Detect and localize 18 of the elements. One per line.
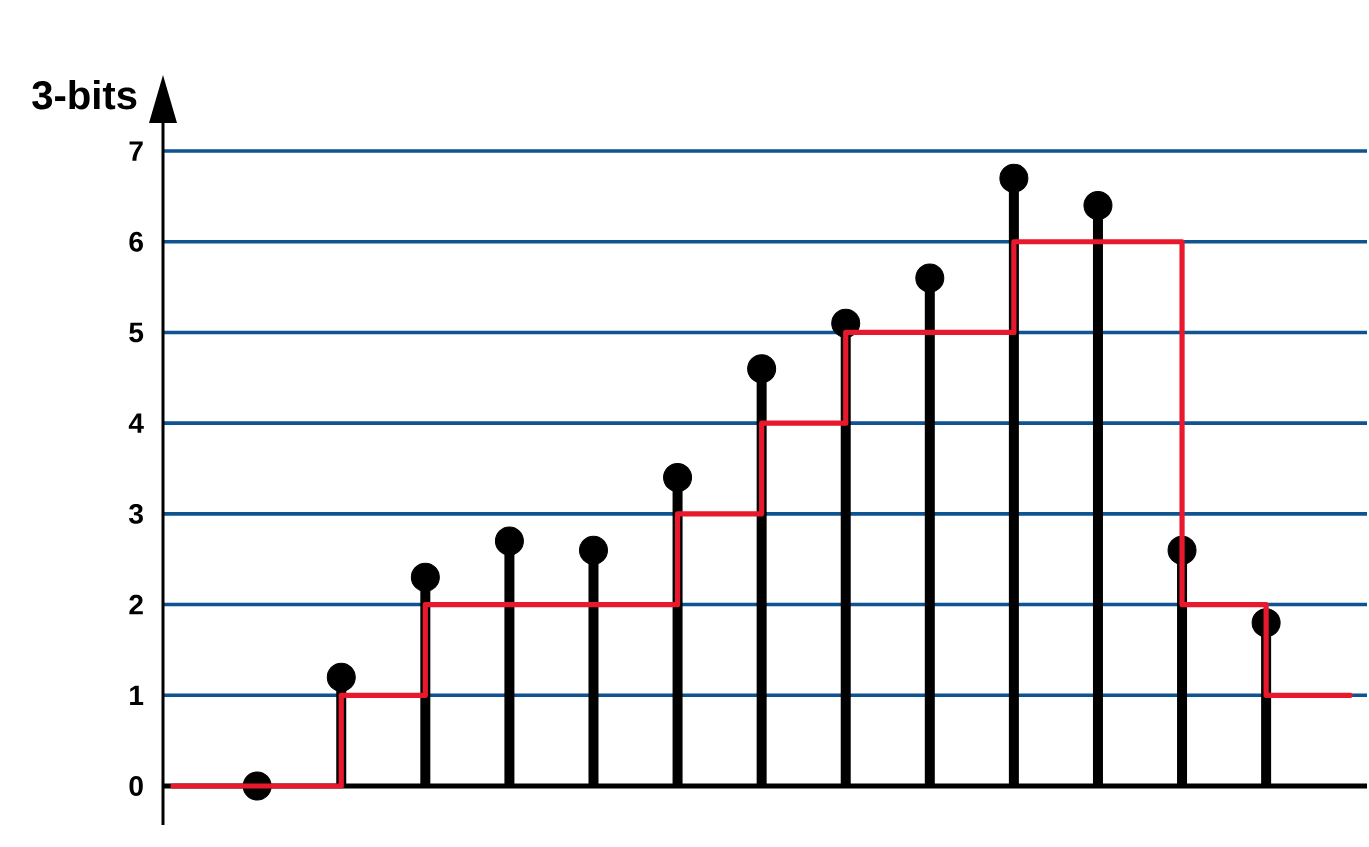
point <box>578 535 608 565</box>
y-tick-label: 5 <box>129 322 144 343</box>
y-tick-label: 2 <box>129 594 143 615</box>
point <box>494 526 524 556</box>
y-tick-label: 1 <box>130 685 144 705</box>
point <box>326 662 356 692</box>
y-axis-title: 3-bits <box>32 80 137 110</box>
point <box>663 463 693 493</box>
y-tick-label: 7 <box>129 141 143 161</box>
y-tick-label: 3 <box>128 503 143 524</box>
point <box>1083 190 1113 220</box>
point <box>747 354 777 384</box>
y-tick-label: 0 <box>129 776 143 796</box>
y-tick-label: 4 <box>128 413 144 433</box>
y-tick-label: 6 <box>129 231 143 252</box>
point <box>915 263 945 293</box>
point <box>410 562 440 592</box>
point <box>999 163 1029 193</box>
